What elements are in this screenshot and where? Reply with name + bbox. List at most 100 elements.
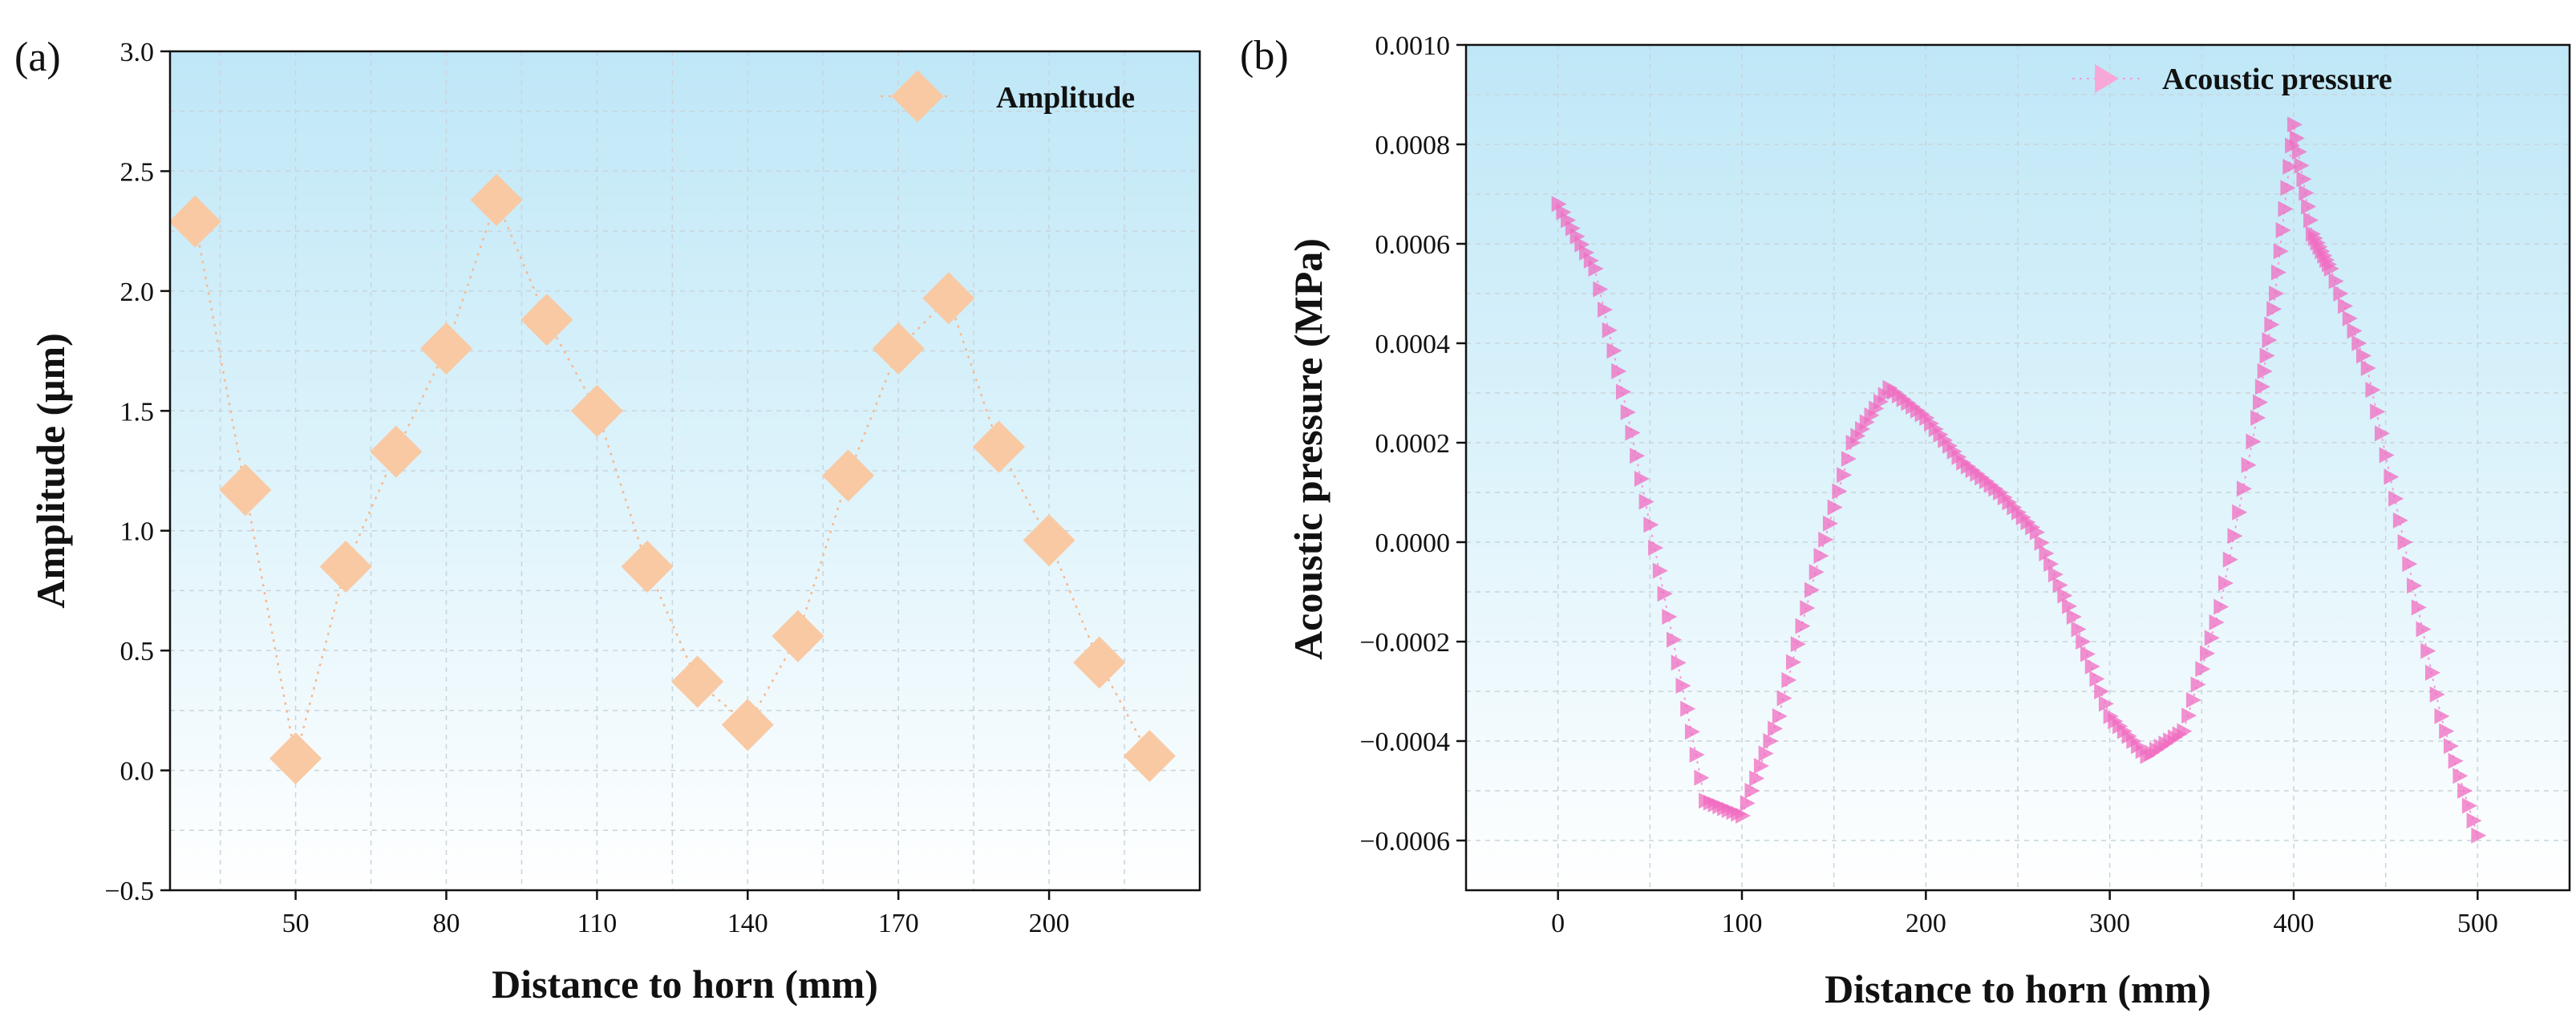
data-point-acoustic-pressure bbox=[2034, 534, 2050, 551]
data-point-acoustic-pressure bbox=[2328, 273, 2344, 290]
data-point-amplitude bbox=[520, 294, 573, 346]
data-point-acoustic-pressure bbox=[2461, 797, 2477, 814]
panel-a-y-axis-label: Amplitude (μm) bbox=[28, 333, 73, 609]
data-point-acoustic-pressure bbox=[2089, 670, 2105, 687]
data-point-acoustic-pressure bbox=[1583, 252, 1599, 269]
data-point-acoustic-pressure bbox=[2043, 556, 2060, 573]
data-point-acoustic-pressure bbox=[1822, 515, 1838, 532]
y-tick-label: 2.0 bbox=[120, 277, 155, 307]
data-point-acoustic-pressure bbox=[2287, 116, 2303, 133]
data-point-acoustic-pressure bbox=[2052, 577, 2068, 593]
panel-a-data-points bbox=[168, 173, 1176, 785]
data-point-acoustic-pressure bbox=[1837, 467, 1853, 484]
x-tick-label: 110 bbox=[577, 909, 618, 938]
data-point-acoustic-pressure bbox=[2275, 221, 2291, 238]
panel-a-x-axis-label: Distance to horn (mm) bbox=[492, 962, 878, 1007]
data-point-acoustic-pressure bbox=[2253, 394, 2268, 411]
data-point-acoustic-pressure bbox=[1758, 745, 1774, 762]
panel-a-legend-text: Amplitude bbox=[996, 81, 1135, 115]
data-point-acoustic-pressure bbox=[2351, 335, 2367, 351]
data-point-amplitude bbox=[470, 173, 523, 226]
y-tick-label: 0.0000 bbox=[1375, 529, 1451, 558]
data-point-amplitude bbox=[721, 699, 774, 751]
data-point-acoustic-pressure bbox=[1667, 631, 1682, 648]
data-point-acoustic-pressure bbox=[1832, 483, 1848, 500]
data-point-acoustic-pressure bbox=[2200, 645, 2216, 662]
data-point-acoustic-pressure bbox=[1579, 244, 1595, 261]
data-point-acoustic-pressure bbox=[1671, 654, 1687, 671]
data-point-acoustic-pressure bbox=[2360, 360, 2376, 376]
data-point-acoustic-pressure bbox=[2333, 286, 2349, 302]
data-point-acoustic-pressure bbox=[1648, 539, 1664, 556]
data-point-acoustic-pressure bbox=[1763, 733, 1779, 749]
x-tick-label: 170 bbox=[878, 909, 919, 938]
data-point-acoustic-pressure bbox=[1859, 414, 1875, 431]
data-point-acoustic-pressure bbox=[1795, 618, 1811, 634]
data-point-acoustic-pressure bbox=[1736, 808, 1751, 824]
y-tick-label: 0.0002 bbox=[1375, 429, 1451, 459]
data-point-acoustic-pressure bbox=[2246, 433, 2262, 450]
data-point-acoustic-pressure bbox=[1643, 516, 1659, 533]
data-point-acoustic-pressure bbox=[2402, 556, 2418, 573]
data-point-acoustic-pressure bbox=[2379, 447, 2395, 464]
data-point-acoustic-pressure bbox=[2270, 264, 2286, 281]
data-point-acoustic-pressure bbox=[2452, 768, 2469, 784]
data-point-acoustic-pressure bbox=[1680, 700, 1696, 717]
data-point-acoustic-pressure bbox=[2425, 664, 2440, 681]
data-point-acoustic-pressure bbox=[1620, 404, 1636, 421]
x-tick-label: 400 bbox=[2274, 909, 2315, 938]
data-point-acoustic-pressure bbox=[2273, 243, 2289, 260]
data-point-acoustic-pressure bbox=[2066, 609, 2082, 625]
data-point-acoustic-pressure bbox=[1615, 383, 1631, 400]
data-point-acoustic-pressure bbox=[2039, 545, 2055, 561]
panel-b-grid bbox=[1466, 45, 2570, 890]
data-point-acoustic-pressure bbox=[1869, 400, 1885, 417]
y-tick-label: 2.5 bbox=[120, 157, 155, 187]
data-point-acoustic-pressure bbox=[2232, 504, 2248, 521]
data-point-acoustic-pressure bbox=[2392, 512, 2408, 529]
data-point-acoustic-pressure bbox=[2259, 347, 2275, 364]
data-point-amplitude bbox=[922, 272, 975, 325]
data-point-acoustic-pressure bbox=[2257, 363, 2273, 379]
panel-b-legend-text: Acoustic pressure bbox=[2162, 63, 2392, 96]
data-point-acoustic-pressure bbox=[2466, 812, 2482, 829]
data-point-acoustic-pressure bbox=[2218, 575, 2234, 592]
data-point-acoustic-pressure bbox=[1569, 228, 1586, 245]
data-point-amplitude bbox=[872, 322, 925, 375]
data-point-acoustic-pressure bbox=[1740, 795, 1756, 812]
data-point-acoustic-pressure bbox=[1561, 212, 1577, 229]
data-point-amplitude bbox=[570, 384, 623, 437]
x-tick-label: 500 bbox=[2457, 909, 2498, 938]
data-point-acoustic-pressure bbox=[1657, 585, 1673, 602]
data-point-acoustic-pressure bbox=[1864, 407, 1880, 423]
y-tick-label: 0.0 bbox=[120, 757, 155, 787]
x-tick-label: 100 bbox=[1722, 909, 1763, 938]
data-point-acoustic-pressure bbox=[2338, 298, 2354, 314]
data-point-acoustic-pressure bbox=[2323, 261, 2339, 277]
data-point-acoustic-pressure bbox=[2278, 201, 2294, 217]
data-point-amplitude bbox=[370, 425, 423, 478]
data-point-acoustic-pressure bbox=[1845, 435, 1861, 451]
data-point-acoustic-pressure bbox=[2264, 316, 2280, 333]
data-point-acoustic-pressure bbox=[2071, 621, 2087, 638]
data-point-acoustic-pressure bbox=[2342, 310, 2358, 326]
data-point-acoustic-pressure bbox=[1786, 654, 1802, 670]
data-point-acoustic-pressure bbox=[1772, 708, 1788, 724]
data-point-acoustic-pressure bbox=[1850, 427, 1866, 444]
x-tick-label: 0 bbox=[1551, 909, 1565, 938]
data-point-acoustic-pressure bbox=[2374, 425, 2390, 442]
data-point-acoustic-pressure bbox=[1588, 261, 1604, 277]
panel-b-ticks: 0 100 200 300 400 500 −0.0006 −0.0004 −0.0002 0.0… bbox=[1359, 31, 2498, 938]
data-point-acoustic-pressure bbox=[2471, 827, 2487, 844]
data-point-acoustic-pressure bbox=[2429, 686, 2445, 703]
x-tick-label: 50 bbox=[282, 909, 310, 938]
panel-a-legend: Amplitude bbox=[881, 70, 1135, 123]
data-point-acoustic-pressure bbox=[2177, 723, 2193, 739]
data-point-acoustic-pressure bbox=[2190, 676, 2206, 693]
data-point-acoustic-pressure bbox=[1675, 678, 1691, 695]
data-point-acoustic-pressure bbox=[2236, 480, 2252, 497]
data-point-acoustic-pressure bbox=[1855, 420, 1871, 437]
data-point-acoustic-pressure bbox=[2280, 180, 2296, 196]
data-point-acoustic-pressure bbox=[1602, 322, 1618, 338]
data-point-acoustic-pressure bbox=[1873, 393, 1889, 410]
